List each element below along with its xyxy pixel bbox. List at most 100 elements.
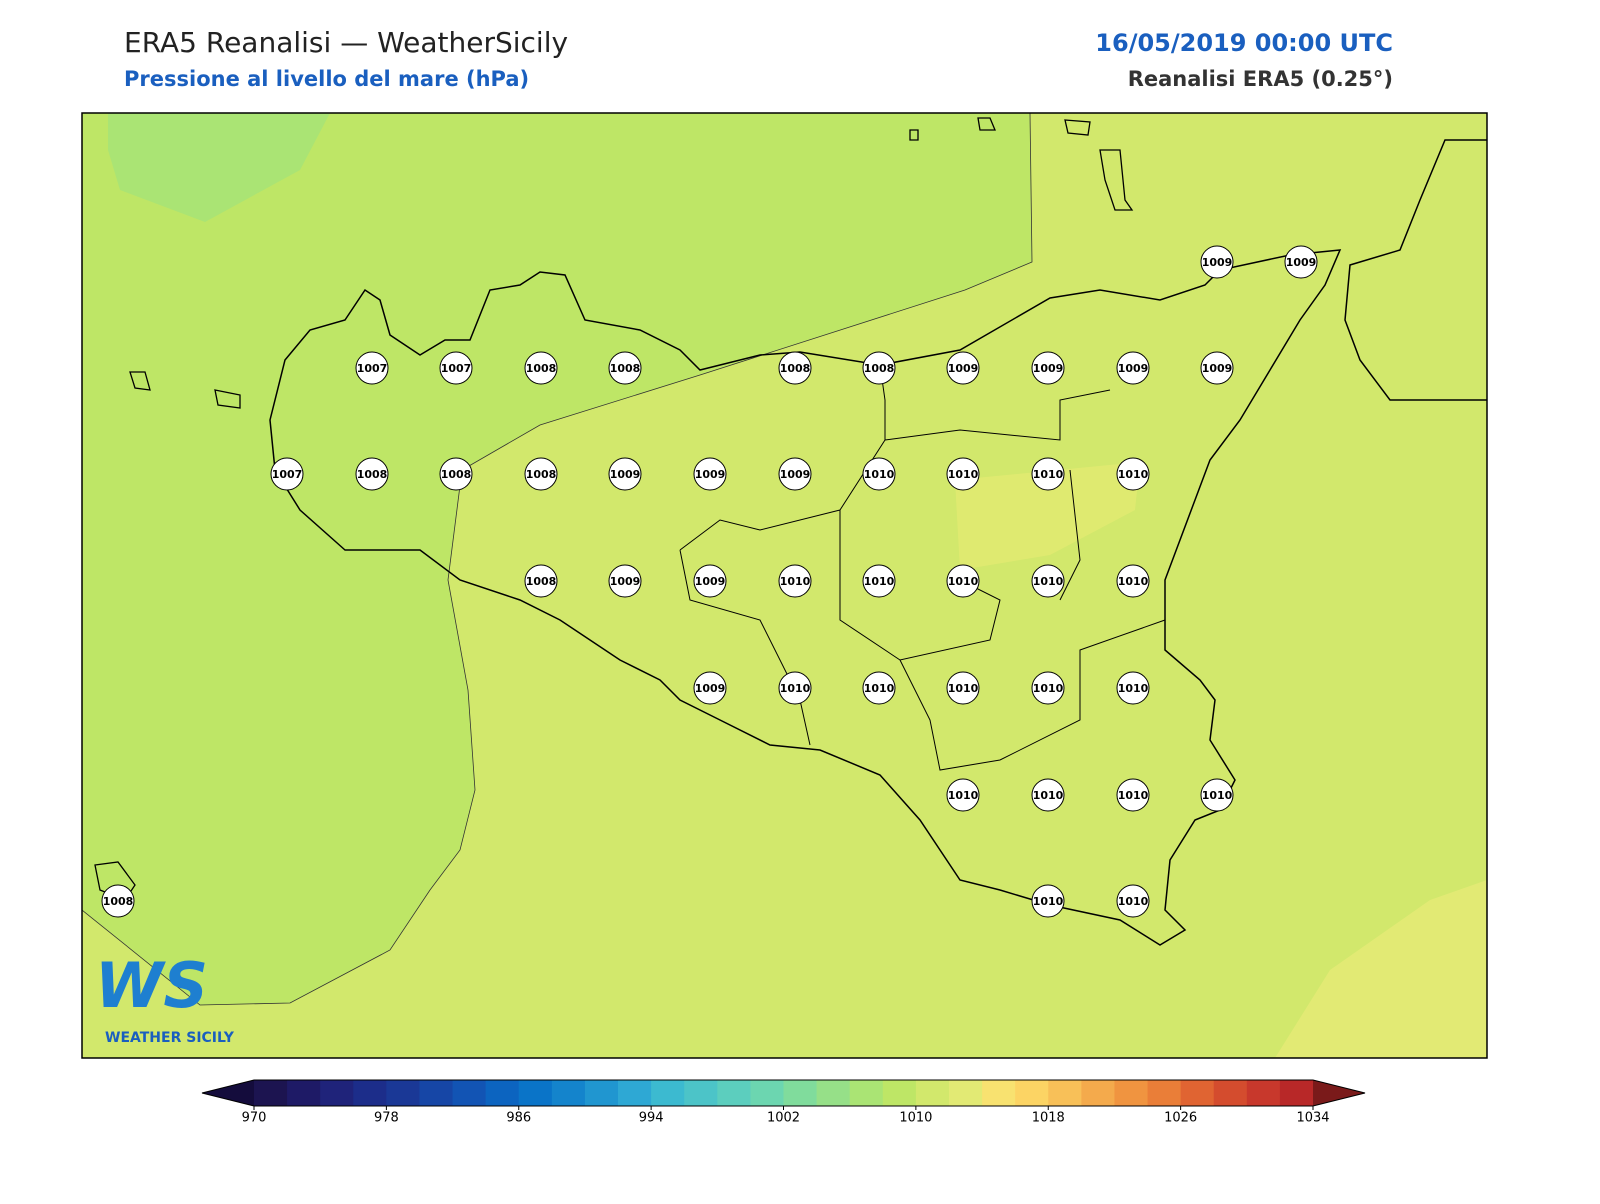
colorbar-cell <box>353 1080 387 1106</box>
station-marker <box>1116 671 1150 705</box>
colorbar-cell <box>915 1080 950 1106</box>
station-label: 1009 <box>1033 362 1064 375</box>
province-borders <box>679 364 1166 771</box>
station-marker <box>439 351 473 385</box>
station-label: 1008 <box>103 895 134 908</box>
colorbar-cell <box>882 1080 917 1106</box>
colorbar-cell <box>618 1080 652 1106</box>
colorbar-cell <box>1213 1080 1248 1106</box>
station-label: 1009 <box>610 468 641 481</box>
station-label: 1009 <box>948 362 979 375</box>
colorbar-cell <box>1015 1080 1049 1106</box>
station-label: 1010 <box>1033 468 1064 481</box>
station-marker <box>693 564 727 598</box>
contour-1010 <box>955 462 1140 570</box>
contour-1012 <box>1275 880 1487 1058</box>
station-marker <box>1284 245 1318 279</box>
logo: WS WEATHER SICILY <box>95 949 235 1046</box>
contour-1008 <box>81 112 1033 1006</box>
station-label: 1008 <box>526 575 557 588</box>
colorbar-cell <box>1279 1080 1314 1106</box>
station-marker <box>1116 884 1150 918</box>
station-marker <box>1031 884 1065 918</box>
station-marker <box>946 457 980 491</box>
station-marker <box>1200 778 1234 812</box>
colorbar-cell <box>452 1080 487 1106</box>
map-frame <box>81 112 1488 1059</box>
colorbar-over <box>1313 1080 1365 1106</box>
station-marker <box>355 351 389 385</box>
station-marker <box>101 884 135 918</box>
station-marker <box>1116 351 1150 385</box>
station-label: 1010 <box>1033 895 1064 908</box>
colorbar-cell <box>816 1080 851 1106</box>
station-marker <box>439 457 473 491</box>
station-marker <box>946 778 980 812</box>
colorbar-cell <box>1048 1080 1082 1106</box>
station-marker <box>524 564 558 598</box>
colorbar-cell <box>485 1080 520 1106</box>
station-label: 1010 <box>1033 789 1064 802</box>
station-marker <box>862 457 896 491</box>
station-label: 1010 <box>1033 682 1064 695</box>
station-marker <box>608 564 642 598</box>
station-marker <box>693 457 727 491</box>
station-label: 1009 <box>1286 256 1317 269</box>
station-label: 1007 <box>272 468 303 481</box>
station-marker <box>1116 457 1150 491</box>
station-label: 1009 <box>780 468 811 481</box>
station-marker <box>862 351 896 385</box>
map: 1009 1009 1007 1007 1008 1008 1008 1008 1009 1009… <box>81 112 1488 1059</box>
station-label: 1010 <box>948 682 979 695</box>
station-label: 1010 <box>1202 789 1233 802</box>
station-label: 1010 <box>1033 575 1064 588</box>
stations: 1009 1009 1007 1007 1008 1008 1008 1008 1009 1009… <box>101 245 1318 918</box>
station-marker <box>1200 351 1234 385</box>
station-label: 1009 <box>695 468 726 481</box>
colorbar-cell <box>849 1080 884 1106</box>
station-label: 1008 <box>610 362 641 375</box>
colorbar-tick-label: 1002 <box>767 1111 800 1126</box>
station-marker <box>862 564 896 598</box>
colorbar-cell <box>1246 1080 1281 1106</box>
colorbar-cell <box>254 1080 288 1106</box>
colorbar-cell <box>717 1080 751 1106</box>
station-label: 1010 <box>780 682 811 695</box>
station-label: 1008 <box>526 468 557 481</box>
colorbar-cell <box>551 1080 586 1106</box>
station-marker <box>1031 778 1065 812</box>
station-marker <box>1031 671 1065 705</box>
colorbar-cell <box>684 1080 718 1106</box>
colorbar-tick-label: 994 <box>639 1111 664 1126</box>
colorbar-cell <box>948 1080 983 1106</box>
colorbar-cell <box>518 1080 553 1106</box>
colorbar-cell <box>783 1080 818 1106</box>
colorbar-cell <box>1081 1080 1115 1106</box>
station-label: 1010 <box>1118 575 1149 588</box>
station-marker <box>1116 564 1150 598</box>
station-marker <box>524 457 558 491</box>
subtitle: Pressione al livello del mare (hPa) <box>124 67 529 91</box>
colorbar-under <box>202 1080 254 1106</box>
station-label: 1008 <box>441 468 472 481</box>
station-label: 1009 <box>1202 256 1233 269</box>
station-marker <box>778 564 812 598</box>
colorbar-cell <box>1114 1080 1149 1106</box>
colorbar-cell <box>419 1080 454 1106</box>
station-marker <box>1116 778 1150 812</box>
station-label: 1009 <box>1202 362 1233 375</box>
station-label: 1009 <box>695 682 726 695</box>
colorbar-tick-label: 1026 <box>1164 1111 1197 1126</box>
station-marker <box>778 671 812 705</box>
station-label: 1010 <box>1118 895 1149 908</box>
station-marker <box>862 671 896 705</box>
contour-1006 <box>108 113 330 222</box>
station-label: 1010 <box>948 575 979 588</box>
colorbar-tick-label: 986 <box>506 1111 531 1126</box>
station-marker <box>608 351 642 385</box>
station-label: 1008 <box>780 362 811 375</box>
title: ERA5 Reanalisi — WeatherSicily <box>124 26 568 59</box>
station-marker <box>778 351 812 385</box>
station-marker <box>693 671 727 705</box>
